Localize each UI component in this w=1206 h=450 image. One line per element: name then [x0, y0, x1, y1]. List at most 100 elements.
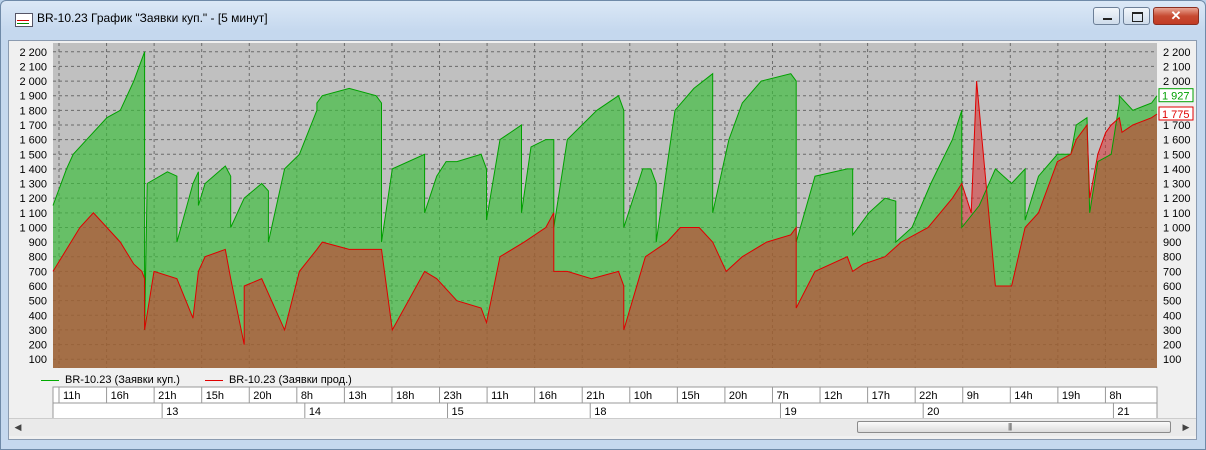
last-value-label: 1 927 — [1162, 91, 1190, 103]
y-tick-label-left: 2 000 — [19, 76, 47, 88]
y-tick-label-left: 1 800 — [19, 105, 47, 117]
y-tick-label-left: 600 — [29, 281, 47, 293]
time-tick-label: 15h — [206, 390, 224, 402]
legend-item-sell[interactable]: BR-10.23 (Заявки прод.) — [204, 374, 352, 386]
y-tick-label-right: 1 400 — [1163, 164, 1191, 176]
time-tick-label: 7h — [776, 390, 788, 402]
y-tick-label-left: 2 200 — [19, 47, 47, 59]
date-label: 15 — [452, 406, 464, 418]
time-tick-label: 16h — [111, 390, 129, 402]
y-tick-label-left: 1 900 — [19, 91, 47, 103]
y-tick-label-right: 800 — [1163, 252, 1181, 264]
sell-series-area — [53, 81, 1157, 368]
time-tick-label: 23h — [444, 390, 462, 402]
y-tick-label-left: 800 — [29, 252, 47, 264]
window-title: BR-10.23 График "Заявки куп." - [5 минут… — [37, 11, 268, 25]
time-tick-label: 22h — [919, 390, 937, 402]
legend-swatch-buy — [41, 379, 59, 381]
time-axis: 11h 16h 21h 15h 20h 8h 13h 18h 23h 11h 16h 21h 10h 15… — [52, 386, 1158, 418]
date-label: 21 — [1117, 406, 1129, 418]
last-value-tag — [1158, 88, 1194, 103]
y-tick-label-right: 1 600 — [1163, 135, 1191, 147]
time-tick-label: 20h — [729, 390, 747, 402]
y-tick-label-right: 400 — [1163, 310, 1181, 322]
arrow-right-icon[interactable]: ▶ — [1182, 422, 1190, 432]
minimize-button[interactable] — [1093, 7, 1120, 25]
close-button[interactable]: ✕ — [1153, 7, 1199, 25]
horizontal-scrollbar[interactable]: ◀ ||| ▶ — [9, 418, 1196, 436]
sell-series-line — [52, 81, 1158, 345]
minimize-icon — [1103, 18, 1112, 20]
y-tick-label-left: 500 — [29, 296, 47, 308]
scrollbar-thumb[interactable]: ||| — [857, 421, 1171, 433]
y-tick-label-left: 700 — [29, 266, 47, 278]
y-tick-label-right: 600 — [1163, 281, 1181, 293]
chart-svg: 100 200 300 400 500 600 700 800 900 1 000 1 100 1 2… — [19, 43, 1194, 418]
legend-item-buy[interactable]: BR-10.23 (Заявки куп.) — [41, 374, 180, 386]
arrow-left-icon[interactable]: ◀ — [14, 422, 22, 432]
chart-area: 100 200 300 400 500 600 700 800 900 1 000 1 100 1 2… — [8, 40, 1197, 440]
date-label: 20 — [927, 406, 939, 418]
legend-label-buy: BR-10.23 (Заявки куп.) — [65, 374, 180, 386]
y-tick-label-right: 200 — [1163, 340, 1181, 352]
y-tick-label-right: 1 300 — [1163, 179, 1191, 191]
y-tick-label-right: 2 000 — [1163, 76, 1191, 88]
y-tick-label-right: 500 — [1163, 296, 1181, 308]
y-tick-label-right: 1 100 — [1163, 208, 1191, 220]
buy-series-line — [52, 51, 1158, 330]
y-tick-label-right: 2 200 — [1163, 47, 1191, 59]
legend: BR-10.23 (Заявки куп.) BR-10.23 (Заявки … — [41, 374, 374, 388]
y-tick-label-left: 100 — [29, 354, 47, 366]
y-tick-label-right: 2 100 — [1163, 61, 1191, 73]
y-tick-label-right: 1 200 — [1163, 193, 1191, 205]
maximize-icon — [1132, 12, 1143, 22]
grip-icon: ||| — [1008, 422, 1012, 431]
time-tick-label: 11h — [63, 390, 81, 402]
title-bar[interactable]: BR-10.23 График "Заявки куп." - [5 минут… — [1, 1, 1205, 31]
date-label: 14 — [309, 406, 321, 418]
last-value-tag — [1158, 106, 1194, 121]
time-tick-label: 17h — [872, 390, 890, 402]
time-tick-label: 15h — [681, 390, 699, 402]
y-tick-label-left: 200 — [29, 340, 47, 352]
time-tick-label: 14h — [1014, 390, 1032, 402]
y-tick-label-left: 400 — [29, 310, 47, 322]
y-tick-label-left: 2 100 — [19, 61, 47, 73]
y-tick-label-left: 1 700 — [19, 120, 47, 132]
y-tick-label-left: 1 200 — [19, 193, 47, 205]
date-label: 18 — [594, 406, 606, 418]
y-tick-label-left: 1 400 — [19, 164, 47, 176]
y-tick-label-right: 1 700 — [1163, 120, 1191, 132]
time-tick-label: 21h — [158, 390, 176, 402]
y-tick-label-left: 300 — [29, 325, 47, 337]
y-axis-left: 100 200 300 400 500 600 700 800 900 1 000 1 100 1 2… — [19, 47, 47, 366]
y-tick-label-left: 1 000 — [19, 222, 47, 234]
y-tick-label-right: 100 — [1163, 354, 1181, 366]
last-value-label: 1 775 — [1162, 109, 1190, 121]
y-tick-label-left: 1 300 — [19, 179, 47, 191]
date-label: 13 — [166, 406, 178, 418]
time-tick-label: 8h — [1109, 390, 1121, 402]
time-tick-label: 11h — [491, 390, 509, 402]
y-tick-label-left: 1 500 — [19, 149, 47, 161]
legend-swatch-sell — [204, 379, 223, 381]
time-tick-label: 16h — [539, 390, 557, 402]
time-tick-label: 13h — [348, 390, 366, 402]
y-tick-label-right: 1 500 — [1163, 149, 1191, 161]
time-tick-label: 21h — [586, 390, 604, 402]
time-tick-label: 12h — [824, 390, 842, 402]
time-tick-label: 19h — [1062, 390, 1080, 402]
y-tick-label-left: 1 100 — [19, 208, 47, 220]
y-tick-label-left: 900 — [29, 237, 47, 249]
y-tick-label-right: 300 — [1163, 325, 1181, 337]
date-label: 19 — [784, 406, 796, 418]
maximize-button[interactable] — [1123, 7, 1150, 25]
y-tick-label-right: 700 — [1163, 266, 1181, 278]
chart-window-icon[interactable] — [15, 13, 33, 27]
y-tick-label-left: 1 600 — [19, 135, 47, 147]
time-tick-label: 18h — [396, 390, 414, 402]
last-value-tags: 1 927 1 775 — [1158, 88, 1194, 121]
close-icon: ✕ — [1170, 8, 1182, 23]
time-tick-label: 8h — [301, 390, 313, 402]
